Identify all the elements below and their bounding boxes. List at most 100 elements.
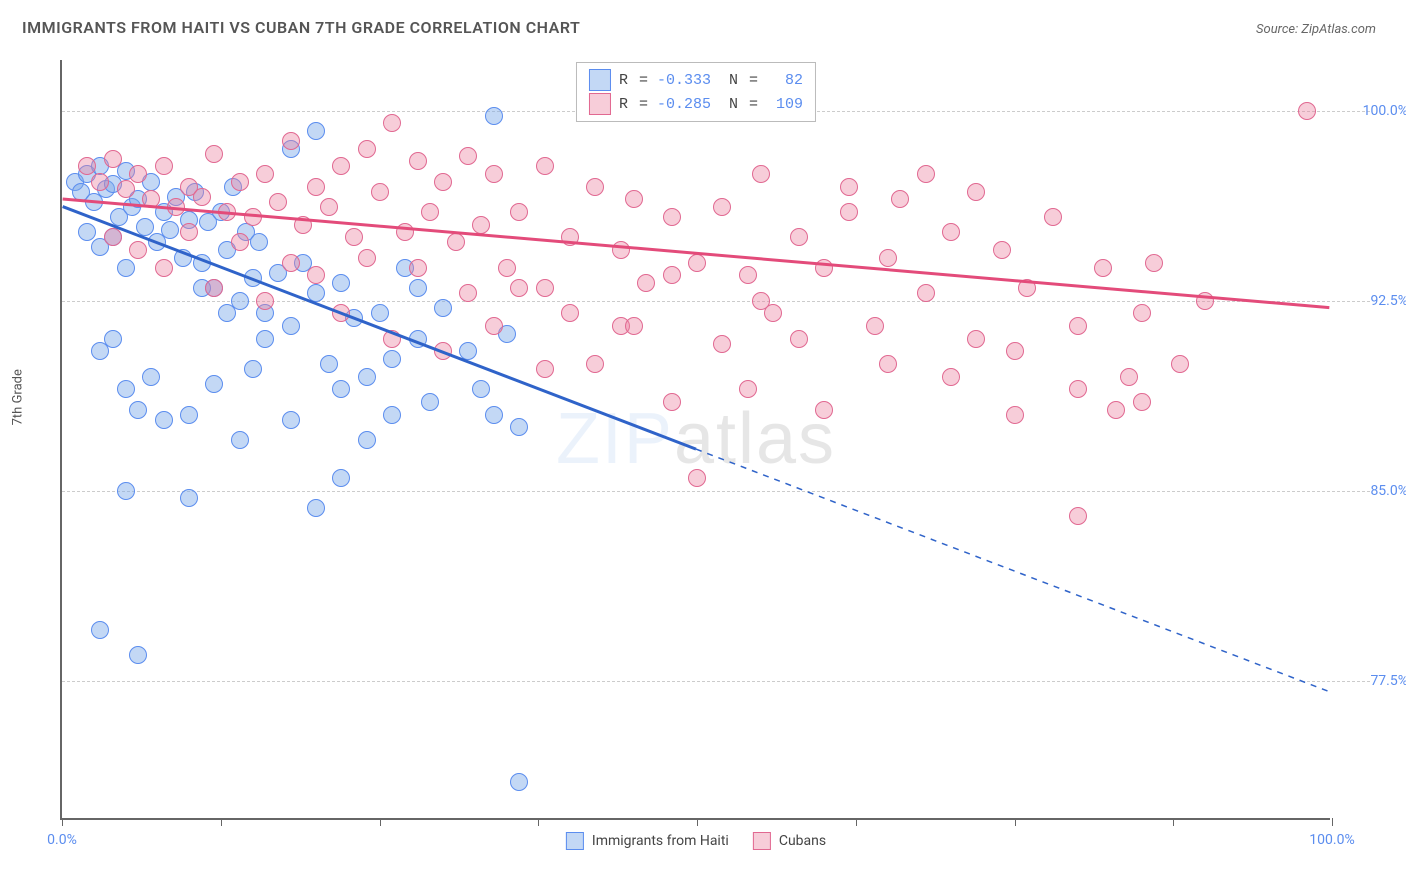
scatter-point <box>1018 279 1036 297</box>
scatter-point <box>294 216 312 234</box>
r-label: R = <box>619 72 649 89</box>
legend-stats-row: R =-0.285N =109 <box>589 93 803 115</box>
trend-lines-layer <box>62 60 1330 818</box>
scatter-point <box>739 266 757 284</box>
scatter-point <box>447 233 465 251</box>
scatter-point <box>282 132 300 150</box>
scatter-point <box>485 107 503 125</box>
scatter-point <box>155 157 173 175</box>
scatter-point <box>942 368 960 386</box>
scatter-point <box>117 482 135 500</box>
scatter-point <box>625 317 643 335</box>
x-axis-tick <box>697 818 698 826</box>
scatter-point <box>510 279 528 297</box>
scatter-point <box>510 203 528 221</box>
x-axis-tick <box>1332 818 1333 826</box>
x-axis-tick <box>538 818 539 826</box>
scatter-point <box>142 190 160 208</box>
chart-container: IMMIGRANTS FROM HAITI VS CUBAN 7TH GRADE… <box>0 0 1406 892</box>
scatter-point <box>409 330 427 348</box>
y-tick-label: 100.0% <box>1338 103 1406 119</box>
scatter-point <box>840 178 858 196</box>
scatter-point <box>269 193 287 211</box>
scatter-point <box>1133 304 1151 322</box>
scatter-point <box>459 147 477 165</box>
scatter-point <box>358 368 376 386</box>
scatter-point <box>485 165 503 183</box>
scatter-point <box>967 330 985 348</box>
scatter-point <box>434 342 452 360</box>
scatter-point <box>713 335 731 353</box>
scatter-point <box>1006 342 1024 360</box>
watermark-part2: atlas <box>674 399 836 479</box>
x-axis-tick <box>62 818 63 826</box>
scatter-point <box>625 190 643 208</box>
scatter-point <box>1298 102 1316 120</box>
scatter-point <box>536 360 554 378</box>
scatter-point <box>231 173 249 191</box>
scatter-point <box>1094 259 1112 277</box>
scatter-point <box>1006 406 1024 424</box>
scatter-point <box>879 355 897 373</box>
scatter-point <box>891 190 909 208</box>
scatter-point <box>155 259 173 277</box>
scatter-point <box>1107 401 1125 419</box>
scatter-point <box>78 223 96 241</box>
x-tick-label: 100.0% <box>1309 832 1354 848</box>
legend-stats-row: R =-0.333N =82 <box>589 69 803 91</box>
grid-line-horizontal <box>62 491 1370 492</box>
scatter-point <box>663 266 681 284</box>
scatter-point <box>244 208 262 226</box>
scatter-point <box>663 208 681 226</box>
scatter-point <box>180 406 198 424</box>
scatter-point <box>256 292 274 310</box>
scatter-point <box>536 157 554 175</box>
scatter-point <box>383 406 401 424</box>
scatter-point <box>790 228 808 246</box>
scatter-point <box>117 380 135 398</box>
scatter-point <box>485 317 503 335</box>
scatter-point <box>866 317 884 335</box>
x-axis-tick <box>1173 818 1174 826</box>
y-tick-label: 92.5% <box>1338 293 1406 309</box>
scatter-point <box>244 269 262 287</box>
scatter-point <box>167 198 185 216</box>
scatter-point <box>307 178 325 196</box>
scatter-point <box>917 165 935 183</box>
scatter-point <box>1133 393 1151 411</box>
scatter-point <box>193 254 211 272</box>
scatter-point <box>561 228 579 246</box>
scatter-point <box>320 198 338 216</box>
scatter-point <box>586 355 604 373</box>
scatter-point <box>1069 380 1087 398</box>
scatter-point <box>1145 254 1163 272</box>
scatter-point <box>1171 355 1189 373</box>
scatter-point <box>790 330 808 348</box>
r-value: -0.333 <box>657 72 711 89</box>
scatter-point <box>256 165 274 183</box>
bottom-legend-item: Cubans <box>753 832 826 850</box>
scatter-point <box>256 330 274 348</box>
scatter-point <box>358 431 376 449</box>
scatter-point <box>840 203 858 221</box>
scatter-point <box>129 401 147 419</box>
watermark: ZIPatlas <box>556 398 836 480</box>
scatter-point <box>1120 368 1138 386</box>
scatter-point <box>688 254 706 272</box>
scatter-point <box>917 284 935 302</box>
scatter-point <box>1196 292 1214 310</box>
scatter-point <box>713 198 731 216</box>
scatter-point <box>510 773 528 791</box>
scatter-point <box>561 304 579 322</box>
n-label: N = <box>729 72 759 89</box>
scatter-point <box>663 393 681 411</box>
scatter-point <box>1044 208 1062 226</box>
scatter-point <box>218 203 236 221</box>
scatter-point <box>142 368 160 386</box>
legend-swatch <box>589 69 611 91</box>
scatter-point <box>205 375 223 393</box>
y-tick-label: 85.0% <box>1338 483 1406 499</box>
legend-swatch <box>589 93 611 115</box>
legend-swatch <box>753 832 771 850</box>
scatter-point <box>472 380 490 398</box>
